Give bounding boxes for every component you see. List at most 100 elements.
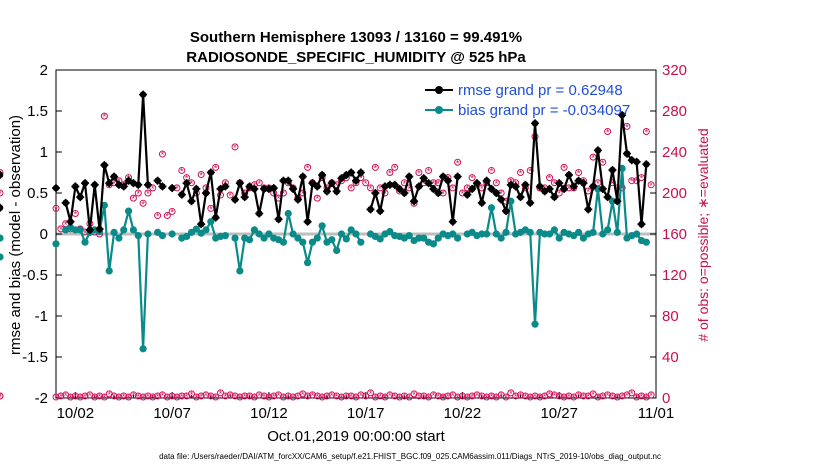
obs-count-evaluated-marker: * [383,189,387,199]
bias-point [105,267,113,275]
obs-count-low-possible-marker [91,393,99,401]
obs-count-low-possible-marker [376,392,384,400]
obs-count-evaluated-marker: * [369,184,373,194]
obs-count-possible-marker [0,189,4,197]
obs-count-low-possible-marker [81,392,89,400]
obs-count-evaluated-marker: * [180,166,184,176]
obs-count-possible-marker [628,177,636,185]
obs-count-low-possible-marker [337,393,345,401]
chart-subtitle: RADIOSONDE_SPECIFIC_HUMIDITY @ 525 hPa [186,49,526,66]
obs-count-low-evaluated-marker: * [78,393,82,403]
y-tick-label: 0 [40,226,48,243]
obs-count-evaluated-marker: * [185,174,189,184]
obs-count-low-evaluated-marker: * [224,392,228,402]
obs-count-low-evaluated-marker: * [388,391,392,401]
obs-count-low-possible-marker [197,392,205,400]
bias-point [342,235,350,243]
obs-count-low-possible-marker [560,393,568,401]
obs-count-low-possible-marker [546,390,554,398]
rmse-point [250,184,259,193]
rmse-point [502,207,510,216]
obs-count-low-evaluated-marker: * [248,392,252,402]
rmse-point [608,166,617,175]
obs-count-low-evaluated-marker: * [649,391,653,401]
rmse-point [284,176,293,185]
bias-point [337,230,346,238]
bias-point [284,209,292,218]
x-tick-label: 10/12 [250,405,288,422]
obs-count-evaluated-marker: * [277,194,281,204]
rmse-point [593,146,602,155]
obs-count-low-possible-marker [57,392,65,400]
obs-count-low-evaluated-marker: * [451,391,455,401]
rmse-point [221,182,230,191]
obs-count-evaluated-marker: * [407,184,411,194]
obs-count-low-evaluated-marker: * [325,392,329,402]
rmse-point [289,184,298,193]
obs-count-low-evaluated-marker: * [107,390,111,400]
obs-count-low-evaluated-marker: * [519,391,523,401]
obs-count-low-evaluated-marker: * [166,393,170,403]
rmse-point [211,213,220,222]
rmse-point [492,189,501,197]
obs-count-low-possible-marker [342,392,350,400]
obs-count-low-possible-marker [260,392,268,400]
y-axis-label: rmse and bias (model - observation) [7,115,24,355]
obs-count-low-evaluated-marker: * [180,392,184,402]
obs-count-low-possible-marker [637,392,645,400]
obs-count-low-evaluated-marker: * [311,391,315,401]
obs-count-low-possible-marker [202,391,210,399]
rmse-point [545,184,554,193]
obs-count-low-possible-marker [178,392,186,400]
obs-count-low-evaluated-marker: * [548,390,552,400]
obs-count-low-evaluated-marker: * [441,393,445,403]
obs-count-possible-marker [231,143,239,151]
obs-count-possible-marker [255,179,263,187]
obs-count-low-possible-marker [367,389,375,397]
rmse-point [410,197,419,206]
obs-count-low-evaluated-marker: * [596,393,600,403]
obs-count-evaluated-marker: * [161,150,165,160]
obs-count-evaluated-marker: * [112,179,116,189]
obs-count-low-possible-marker [168,392,176,400]
obs-count-low-possible-marker [100,393,108,401]
obs-count-low-possible-marker [313,392,321,400]
obs-count-low-evaluated-marker: * [233,392,237,402]
bias-point [328,236,336,244]
obs-count-low-evaluated-marker: * [199,392,203,402]
rmse-point [453,172,462,181]
obs-count-low-possible-marker [212,393,220,401]
obs-count-possible-marker [575,169,583,176]
obs-count-low-possible-marker [420,392,428,400]
rmse-point [497,195,506,204]
obs-count-low-evaluated-marker: * [543,392,547,402]
obs-count-evaluated-marker: * [427,166,431,176]
obs-count-low-possible-marker [439,393,447,401]
obs-count-evaluated-marker: * [577,169,581,179]
rmse-point [424,179,433,188]
obs-count-evaluated-marker: * [214,163,218,173]
bias-point [221,232,229,240]
obs-count-low-possible-marker [246,392,254,400]
obs-count-low-evaluated-marker: * [398,393,402,403]
rmse-point [531,119,540,128]
obs-count-low-evaluated-marker: * [412,390,416,400]
obs-count-evaluated-marker: * [649,181,653,191]
bias-point [357,238,365,246]
obs-count-evaluated-marker: * [359,174,363,184]
rmse-point [168,184,177,193]
obs-count-low-possible-marker [149,393,157,401]
obs-count-low-evaluated-marker: * [74,392,78,402]
obs-count-low-evaluated-marker: * [557,392,561,402]
obs-count-low-possible-marker [304,392,312,400]
obs-count-possible-marker [100,112,108,120]
obs-count-evaluated-marker: * [146,189,150,199]
obs-count-evaluated-marker: * [635,177,639,187]
obs-count-possible-marker [134,189,142,197]
obs-count-low-possible-marker [0,392,4,400]
obs-count-low-evaluated-marker: * [591,390,595,400]
bias-point [0,234,4,242]
bias-point [304,259,312,267]
obs-count-evaluated-marker: * [301,189,305,199]
rmse-point [197,220,206,229]
